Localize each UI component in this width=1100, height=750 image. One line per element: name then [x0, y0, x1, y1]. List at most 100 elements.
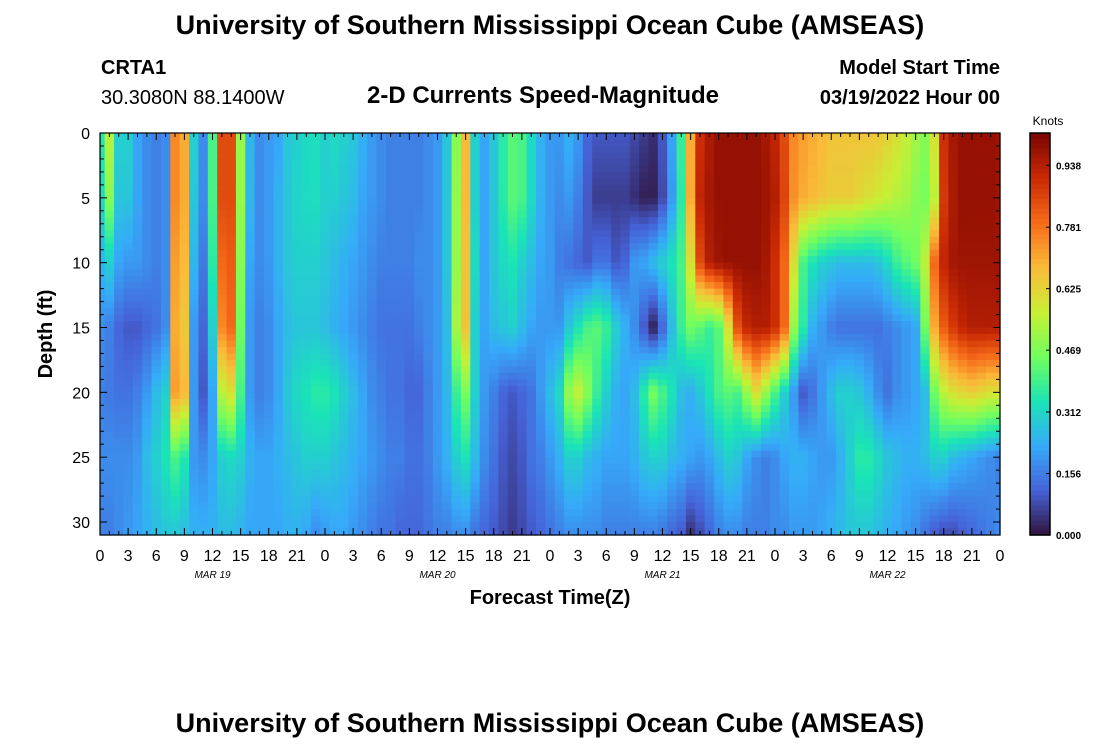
heatmap-cell	[535, 385, 546, 393]
heatmap-cell	[582, 204, 593, 212]
heatmap-cell	[100, 236, 106, 244]
heatmap-cell	[292, 184, 303, 192]
heatmap-cell	[179, 197, 190, 205]
heatmap-cell	[592, 444, 603, 452]
heatmap-cell	[282, 502, 293, 510]
heatmap-cell	[770, 301, 781, 309]
heatmap-cell	[451, 398, 462, 406]
heatmap-cell	[432, 184, 443, 192]
heatmap-cell	[582, 269, 593, 277]
heatmap-cell	[207, 463, 218, 471]
heatmap-cell	[414, 308, 425, 316]
heatmap-cell	[695, 139, 706, 147]
heatmap-cell	[695, 470, 706, 478]
heatmap-cell	[535, 346, 546, 355]
heatmap-cell	[657, 418, 668, 426]
heatmap-cell	[367, 249, 378, 257]
heatmap-cell	[123, 262, 134, 270]
heatmap-cell	[423, 217, 434, 225]
heatmap-cell	[667, 308, 678, 316]
heatmap-cell	[648, 437, 659, 445]
heatmap-cell	[226, 321, 237, 329]
heatmap-cell	[385, 184, 396, 192]
heatmap-cell	[676, 230, 687, 238]
heatmap-cell	[751, 184, 762, 192]
heatmap-cell	[592, 463, 603, 471]
heatmap-cell	[760, 217, 771, 225]
heatmap-cell	[704, 515, 715, 523]
heatmap-cell	[517, 236, 528, 244]
heatmap-cell	[114, 353, 125, 361]
heatmap-cell	[170, 191, 181, 199]
heatmap-cell	[442, 450, 453, 458]
heatmap-cell	[310, 223, 321, 231]
heatmap-cell	[470, 450, 481, 458]
heatmap-cell	[385, 204, 396, 212]
heatmap-cell	[123, 411, 134, 419]
heatmap-cell	[348, 334, 359, 342]
heatmap-cell	[751, 295, 762, 303]
heatmap-cell	[779, 191, 790, 199]
heatmap-cell	[526, 217, 537, 225]
heatmap-cell	[460, 372, 471, 380]
heatmap-cell	[254, 476, 265, 484]
heatmap-cell	[817, 379, 828, 387]
heatmap-cell	[723, 321, 734, 329]
heatmap-cell	[151, 418, 162, 426]
heatmap-cell	[282, 444, 293, 452]
heatmap-cell	[460, 327, 471, 335]
heatmap-cell	[592, 262, 603, 270]
heatmap-cell	[339, 496, 350, 504]
heatmap-cell	[217, 398, 228, 406]
heatmap-cell	[114, 210, 125, 218]
heatmap-cell	[132, 346, 143, 355]
heatmap-cell	[432, 346, 443, 355]
heatmap-cell	[329, 405, 340, 413]
heatmap-cell	[554, 359, 565, 368]
heatmap-cell	[807, 197, 818, 205]
heatmap-cell	[610, 398, 621, 406]
heatmap-cell	[817, 424, 828, 432]
heatmap-cell	[451, 282, 462, 290]
heatmap-cell	[310, 334, 321, 342]
heatmap-cell	[770, 314, 781, 322]
heatmap-cell	[104, 522, 115, 530]
heatmap-cell	[217, 321, 228, 329]
heatmap-cell	[779, 470, 790, 478]
heatmap-cell	[339, 411, 350, 419]
heatmap-cell	[273, 184, 284, 192]
heatmap-cell	[114, 171, 125, 179]
heatmap-cell	[789, 152, 800, 160]
heatmap-cell	[151, 139, 162, 147]
heatmap-cell	[282, 418, 293, 426]
heatmap-cell	[142, 489, 153, 497]
heatmap-cell	[160, 269, 171, 277]
heatmap-cell	[798, 269, 809, 277]
heatmap-cell	[845, 301, 856, 309]
heatmap-cell	[545, 515, 556, 523]
heatmap-cell	[554, 282, 565, 290]
heatmap-cell	[329, 152, 340, 160]
heatmap-cell	[545, 249, 556, 257]
heatmap-cell	[217, 327, 228, 335]
heatmap-cell	[170, 418, 181, 426]
heatmap-cell	[714, 191, 725, 199]
heatmap-cell	[704, 223, 715, 231]
heatmap-cell	[648, 158, 659, 167]
heatmap-cell	[760, 165, 771, 173]
heatmap-cell	[339, 366, 350, 374]
heatmap-cell	[564, 243, 575, 251]
heatmap-cell	[751, 275, 762, 283]
heatmap-cell	[535, 359, 546, 368]
heatmap-cell	[545, 398, 556, 406]
heatmap-cell	[235, 178, 246, 186]
heatmap-cell	[489, 249, 500, 257]
heatmap-cell	[807, 334, 818, 342]
heatmap-cell	[657, 359, 668, 368]
heatmap-cell	[648, 496, 659, 504]
heatmap-cell	[667, 437, 678, 445]
heatmap-cell	[395, 385, 406, 393]
heatmap-cell	[100, 346, 106, 355]
heatmap-cell	[170, 346, 181, 355]
heatmap-cell	[685, 171, 696, 179]
